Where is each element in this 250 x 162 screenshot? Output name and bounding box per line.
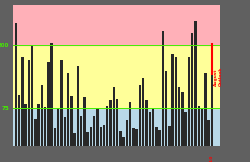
Bar bbox=[168, 126, 170, 146]
Bar bbox=[70, 97, 72, 146]
Bar bbox=[96, 109, 99, 146]
Bar bbox=[155, 127, 158, 146]
Bar bbox=[181, 93, 184, 146]
Text: 75: 75 bbox=[2, 106, 9, 110]
Bar bbox=[86, 132, 89, 146]
Bar bbox=[175, 57, 177, 146]
Bar bbox=[148, 112, 151, 146]
Bar bbox=[41, 85, 43, 146]
Bar bbox=[80, 116, 82, 146]
Bar bbox=[210, 63, 213, 146]
Bar bbox=[44, 107, 46, 146]
Bar bbox=[50, 43, 53, 146]
Bar bbox=[90, 127, 92, 146]
Bar bbox=[24, 104, 27, 146]
Bar bbox=[204, 73, 206, 146]
Bar bbox=[207, 120, 210, 146]
Bar bbox=[178, 87, 180, 146]
Bar bbox=[136, 129, 138, 146]
Bar bbox=[12, 108, 220, 146]
Bar bbox=[54, 128, 56, 146]
Bar bbox=[28, 60, 30, 146]
Bar bbox=[145, 100, 148, 146]
Bar bbox=[47, 62, 50, 146]
Bar bbox=[122, 137, 125, 146]
Bar bbox=[77, 66, 79, 146]
Bar bbox=[139, 85, 141, 146]
Bar bbox=[31, 46, 33, 146]
Bar bbox=[109, 100, 112, 146]
Bar bbox=[67, 73, 69, 146]
Bar bbox=[93, 116, 96, 146]
Bar bbox=[60, 60, 63, 146]
Bar bbox=[14, 23, 17, 146]
Bar bbox=[191, 33, 194, 146]
Bar bbox=[142, 78, 144, 146]
Bar bbox=[83, 97, 86, 146]
Text: August
Outlook: August Outlook bbox=[214, 67, 223, 86]
Bar bbox=[188, 57, 190, 146]
Bar bbox=[21, 57, 24, 146]
Bar bbox=[106, 105, 108, 146]
Bar bbox=[73, 133, 76, 146]
Bar bbox=[126, 120, 128, 146]
Bar bbox=[64, 117, 66, 146]
Bar bbox=[100, 127, 102, 146]
Bar bbox=[129, 102, 131, 146]
Text: 200: 200 bbox=[0, 43, 9, 48]
Bar bbox=[184, 112, 187, 146]
Bar bbox=[165, 71, 167, 146]
Bar bbox=[162, 31, 164, 146]
Bar bbox=[18, 95, 20, 146]
Bar bbox=[116, 99, 118, 146]
Bar bbox=[34, 119, 36, 146]
Bar bbox=[112, 87, 115, 146]
Bar bbox=[38, 104, 40, 146]
Bar bbox=[152, 108, 154, 146]
Bar bbox=[12, 5, 220, 45]
Bar bbox=[132, 128, 135, 146]
Bar bbox=[172, 54, 174, 146]
Bar bbox=[12, 45, 220, 108]
Bar bbox=[119, 131, 122, 146]
Bar bbox=[57, 108, 59, 146]
Bar bbox=[158, 130, 161, 146]
Bar bbox=[201, 109, 203, 146]
Bar bbox=[194, 21, 197, 146]
Bar bbox=[198, 106, 200, 146]
Text: 2010: 2010 bbox=[210, 155, 214, 162]
Bar bbox=[103, 125, 105, 146]
